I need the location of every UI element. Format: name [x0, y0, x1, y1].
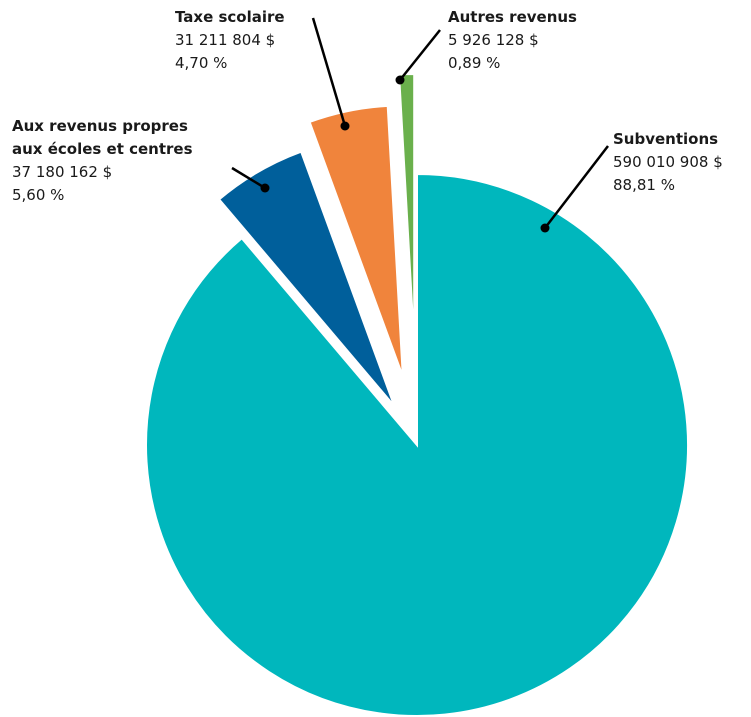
- slice-name: Taxe scolaire: [175, 8, 285, 26]
- pie-slice: [398, 73, 416, 346]
- leader-dot: [340, 121, 350, 131]
- slice-amount: 5 926 128 $: [448, 31, 539, 49]
- pie-slice: [217, 150, 396, 407]
- slice-amount: 31 211 804 $: [175, 31, 276, 49]
- slice-label: Taxe scolaire 31 211 804 $ 4,70 %: [175, 6, 285, 75]
- slice-label: Autres revenus 5 926 128 $ 0,89 %: [448, 6, 577, 75]
- slice-label: Subventions 590 010 908 $ 88,81 %: [613, 128, 723, 197]
- leader-line: [231, 166, 266, 190]
- leader-line: [544, 145, 609, 229]
- slice-amount: 37 180 162 $: [12, 163, 113, 181]
- slice-name: Autres revenus: [448, 8, 577, 26]
- pie-slice: [308, 104, 404, 377]
- slice-percent: 0,89 %: [448, 54, 501, 72]
- leader-line: [399, 29, 441, 81]
- leader-dot: [260, 183, 270, 193]
- slice-amount: 590 010 908 $: [613, 153, 723, 171]
- slice-percent: 88,81 %: [613, 176, 675, 194]
- pie-slice: [145, 172, 689, 717]
- slice-percent: 4,70 %: [175, 54, 228, 72]
- leader-dot: [395, 75, 405, 85]
- leader-dot: [540, 223, 550, 233]
- slice-name: Aux revenus propres aux écoles et centre…: [12, 117, 193, 158]
- slice-percent: 5,60 %: [12, 186, 65, 204]
- slice-name: Subventions: [613, 130, 719, 148]
- slice-label: Aux revenus propres aux écoles et centre…: [12, 115, 193, 207]
- leader-line: [311, 17, 347, 127]
